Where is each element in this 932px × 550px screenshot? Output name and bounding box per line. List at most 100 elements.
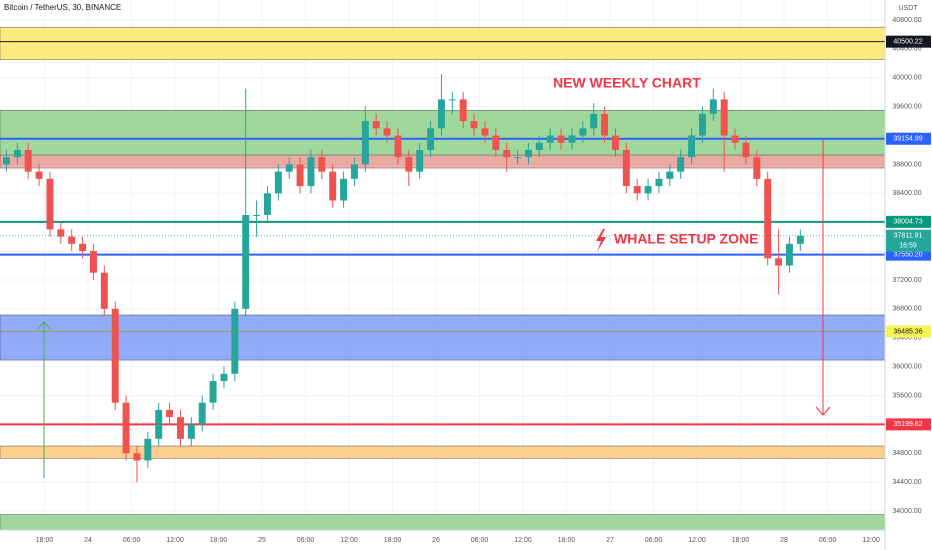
x-tick-label: 18:00 (558, 537, 576, 544)
zone (0, 514, 885, 530)
annotations: NEW WEEKLY CHART WHALE SETUP ZONE (37, 75, 831, 478)
candle-body (340, 178, 348, 201)
candle-body (633, 186, 641, 194)
y-tick-label: 37200.00 (892, 277, 921, 284)
candle-body (242, 214, 250, 309)
y-tick-label: 36400.00 (892, 335, 921, 342)
x-tick-label: 12:00 (514, 537, 532, 544)
level-label-bg (886, 35, 931, 48)
candle-body (24, 149, 32, 172)
candle-body (579, 128, 587, 136)
annotation: WHALE SETUP ZONE (614, 231, 758, 247)
candle-body (383, 128, 391, 136)
candle-body (372, 121, 380, 129)
candle-body (427, 128, 435, 150)
candle-body (220, 373, 228, 382)
zone (0, 26, 885, 61)
candle-body (666, 171, 674, 179)
x-tick-label: 06:00 (819, 537, 837, 544)
x-tick-label: 18:00 (210, 537, 228, 544)
candle-body (459, 99, 467, 122)
candle-body (557, 135, 565, 143)
y-axis: 34000.0034400.0034800.0035200.0035600.00… (886, 17, 931, 515)
candle-body (524, 149, 532, 158)
x-tick-label: 12:00 (688, 537, 706, 544)
candle-body (133, 453, 141, 461)
plot-area (0, 0, 885, 530)
candle-body (187, 424, 195, 439)
candle-body (2, 157, 10, 165)
x-tick-label: 18:00 (384, 537, 402, 544)
candle-body (209, 381, 217, 403)
candle-body (437, 99, 445, 129)
level-label: 39154.99 (893, 136, 922, 143)
candle-body (688, 135, 696, 158)
candle-body (611, 135, 619, 150)
currency-label: USDT (898, 5, 918, 12)
candle-body (285, 164, 293, 172)
x-tick-label: 24 (84, 537, 92, 544)
countdown: 16:59 (899, 243, 917, 250)
candle-body (601, 113, 609, 136)
candle-body (318, 157, 326, 172)
candle-body (307, 157, 315, 187)
y-tick-label: 36800.00 (892, 306, 921, 313)
candle-body (764, 178, 772, 259)
level-label-bg (886, 132, 931, 145)
candle-body (785, 243, 793, 266)
candle-body (590, 113, 598, 129)
level-label-bg (886, 215, 931, 228)
candle-body (470, 121, 478, 129)
zone (0, 445, 885, 459)
down-arrow-head (815, 406, 831, 416)
y-tick-label: 34800.00 (892, 450, 921, 457)
level-label: 36485.36 (893, 328, 922, 335)
x-tick-label: 06:00 (471, 537, 489, 544)
lightning-icon (596, 229, 606, 252)
candle-body (274, 171, 282, 194)
candle-body (176, 417, 184, 439)
candle-body (122, 402, 130, 454)
y-tick-label: 39600.00 (892, 103, 921, 110)
level-label: 38004.73 (893, 219, 922, 226)
x-tick-label: 12:00 (340, 537, 358, 544)
x-tick-label: 12:00 (862, 537, 880, 544)
candle-body (35, 171, 43, 179)
zone (0, 314, 885, 361)
x-axis: 18:00 24 06:00 12:00 18:00 25 06:00 12:00 18:00 2… (36, 537, 880, 544)
candle-body (253, 214, 261, 216)
candle-body (448, 99, 456, 101)
candle-body (709, 99, 717, 114)
x-tick-label: 27 (606, 537, 614, 544)
candle-body (568, 135, 576, 143)
x-tick-label: 28 (780, 537, 788, 544)
candle-body (677, 157, 685, 172)
candle-body (492, 135, 500, 150)
candle-body (329, 171, 337, 201)
y-tick-label: 35600.00 (892, 392, 921, 399)
candle-body (79, 243, 87, 252)
candle-body (394, 135, 402, 158)
candle-body (100, 272, 108, 309)
candle-body (546, 135, 554, 143)
candle-body (644, 186, 652, 194)
last-price-bg (886, 229, 931, 252)
up-arrow-head (37, 321, 51, 330)
x-tick-label: 06:00 (645, 537, 663, 544)
chart-title: Bitcoin / TetherUS, 30, BINANCE (4, 3, 121, 12)
annotation: NEW WEEKLY CHART (553, 75, 701, 91)
x-tick-label: 12:00 (166, 537, 184, 544)
last-price-label: 37811.91 (894, 233, 923, 240)
x-tick-label: 25 (258, 537, 266, 544)
candle-body (46, 178, 54, 230)
y-tick-label: 38800.00 (892, 161, 921, 168)
candle-body (89, 251, 97, 273)
x-tick-label: 06:00 (297, 537, 315, 544)
level-label: 40500.22 (893, 38, 922, 45)
candle-body (155, 409, 163, 439)
candle-body (350, 164, 358, 179)
x-tick-label: 26 (432, 537, 440, 544)
candle-body (742, 142, 750, 158)
